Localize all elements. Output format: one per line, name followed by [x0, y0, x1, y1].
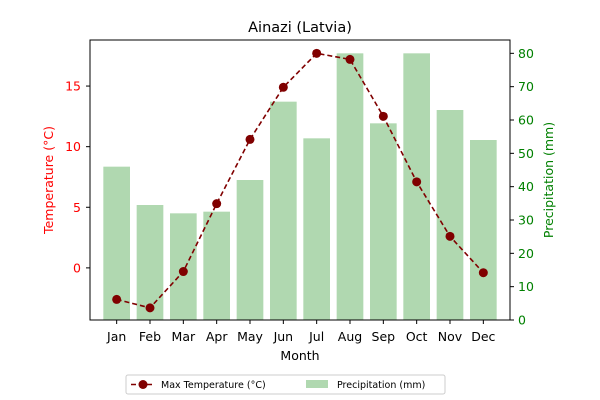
precip-bar-dec — [470, 140, 497, 320]
x-axis-label: Month — [280, 348, 319, 363]
temperature-point-sep — [378, 111, 388, 121]
temperature-point-jul — [312, 48, 322, 58]
precip-bar-aug — [336, 53, 364, 320]
right-tick-label: 20 — [518, 246, 534, 261]
precip-bar-nov — [436, 110, 464, 320]
temperature-point-may — [245, 134, 255, 144]
x-axis: Jan Feb Mar Apr May Jun Jul Aug Sep Oct Nov Dec — [106, 320, 496, 344]
legend-entry-precipitation: Precipitation (mm) — [337, 380, 425, 391]
left-tick-label: 0 — [73, 260, 81, 275]
legend: Max Temperature (°C) Precipitation (mm) — [125, 374, 446, 395]
x-tick-label: Jul — [308, 329, 324, 344]
x-tick-label: Dec — [471, 329, 495, 344]
left-tick-label: 10 — [65, 139, 81, 154]
precip-bar-mar — [170, 213, 197, 320]
right-tick-label: 80 — [518, 46, 534, 61]
x-tick-label: Feb — [139, 329, 161, 344]
legend-entry-temperature: Max Temperature (°C) — [161, 380, 266, 391]
precip-bar-may — [236, 180, 264, 320]
temperature-point-jun — [278, 82, 288, 92]
x-tick-label: Apr — [206, 329, 228, 344]
temperature-point-mar — [178, 267, 188, 277]
temperature-point-nov — [445, 231, 455, 241]
right-tick-label: 0 — [518, 313, 526, 328]
legend-line-marker — [138, 380, 148, 389]
right-tick-label: 60 — [518, 113, 534, 128]
x-tick-label: Jun — [273, 329, 294, 344]
precip-bar-jan — [103, 166, 130, 320]
left-axis-label: Temperature (°C) — [41, 126, 56, 235]
temperature-point-oct — [412, 177, 422, 187]
x-tick-label: Sep — [372, 329, 396, 344]
temperature-point-apr — [212, 199, 222, 209]
x-tick-label: Oct — [406, 329, 428, 344]
left-axis: 0 5 10 15 — [65, 79, 90, 275]
right-tick-label: 70 — [518, 79, 534, 94]
right-tick-label: 50 — [518, 146, 534, 161]
precip-bar-oct — [403, 53, 430, 320]
temperature-line — [116, 52, 484, 309]
precip-bar-apr — [203, 211, 230, 320]
left-tick-label: 15 — [65, 79, 81, 94]
precip-bar-jun — [270, 101, 297, 321]
precip-bar-jul — [303, 138, 330, 320]
temperature-point-dec — [478, 268, 488, 278]
legend-box — [125, 374, 446, 395]
x-tick-label: Aug — [338, 329, 362, 344]
x-tick-label: Mar — [172, 329, 196, 344]
right-tick-label: 40 — [518, 179, 534, 194]
precip-bar-feb — [136, 205, 164, 320]
line-layer — [112, 48, 488, 313]
plot-frame — [89, 39, 511, 321]
x-tick-label: Jan — [106, 329, 126, 344]
left-tick-label: 5 — [73, 200, 81, 215]
x-tick-label: May — [237, 329, 263, 344]
x-tick-label: Nov — [438, 329, 463, 344]
legend-bar-swatch — [306, 380, 328, 388]
temperature-point-aug — [345, 54, 355, 64]
chart-title: Ainazi (Latvia) — [248, 20, 352, 36]
right-axis: 0 10 20 30 40 50 60 70 80 — [510, 46, 534, 328]
right-axis-label: Precipitation (mm) — [541, 122, 556, 238]
bars-layer — [103, 53, 497, 321]
temperature-point-jan — [112, 294, 122, 304]
right-tick-label: 30 — [518, 213, 534, 228]
right-tick-label: 10 — [518, 279, 534, 294]
temperature-point-feb — [145, 303, 155, 313]
precip-bar-sep — [370, 123, 397, 320]
